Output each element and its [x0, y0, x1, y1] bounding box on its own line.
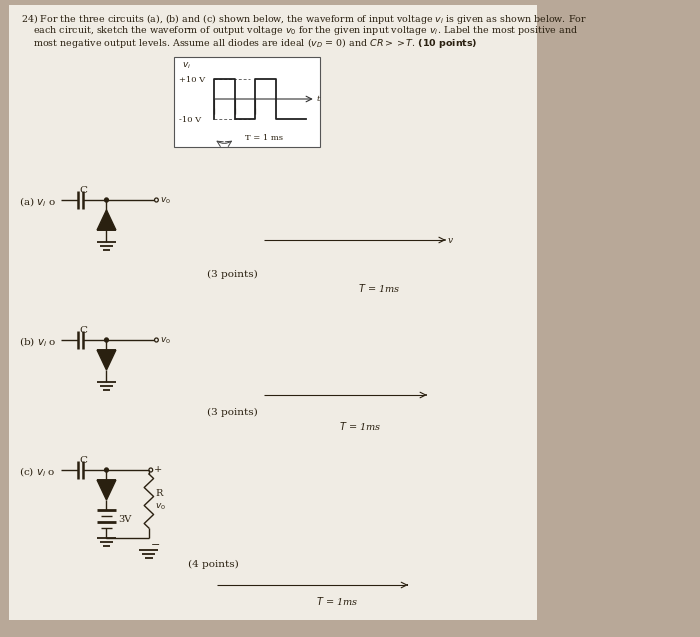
Text: R: R: [155, 489, 163, 498]
Polygon shape: [97, 350, 116, 370]
Text: (a) $v_i$ o: (a) $v_i$ o: [19, 195, 56, 208]
Bar: [174, 57, 321, 147]
Polygon shape: [97, 480, 116, 500]
Text: most negative output levels. Assume all diodes are ideal ($v_D$ = 0) and $CR$$>>: most negative output levels. Assume all …: [21, 36, 477, 50]
Text: (b) $v_i$ o: (b) $v_i$ o: [19, 335, 57, 348]
Text: 3V: 3V: [119, 515, 132, 524]
Text: v: v: [447, 236, 453, 245]
Text: $v_0$: $v_0$: [160, 335, 171, 345]
Text: (3 points): (3 points): [207, 408, 258, 417]
Text: T = 1 ms: T = 1 ms: [245, 134, 283, 142]
Circle shape: [104, 468, 108, 472]
Text: C: C: [79, 326, 88, 335]
Text: $v_i$: $v_i$: [182, 60, 191, 71]
Text: (4 points): (4 points): [188, 560, 239, 569]
Text: C: C: [79, 186, 88, 195]
Text: (3 points): (3 points): [207, 270, 258, 279]
Text: each circuit, sketch the waveform of output voltage $v_0$ for the given input vo: each circuit, sketch the waveform of out…: [21, 24, 578, 37]
Circle shape: [104, 338, 108, 342]
Bar: [9, 5, 537, 620]
Text: $v_0$: $v_0$: [160, 195, 171, 206]
Text: −: −: [150, 540, 160, 550]
Text: t: t: [316, 95, 320, 103]
Polygon shape: [97, 210, 116, 230]
Text: $v_0$: $v_0$: [155, 502, 167, 513]
Text: $T$ = 1ms: $T$ = 1ms: [340, 420, 382, 432]
Text: +: +: [153, 465, 162, 474]
Text: $T$ = 1ms: $T$ = 1ms: [358, 282, 400, 294]
Text: C: C: [79, 456, 88, 465]
Text: (c) $v_i$ o: (c) $v_i$ o: [19, 465, 55, 478]
Text: 24) For the three circuits (a), (b) and (c) shown below, the waveform of input v: 24) For the three circuits (a), (b) and …: [21, 12, 587, 26]
Circle shape: [104, 198, 108, 202]
Text: +10 V: +10 V: [179, 76, 205, 84]
Text: -10 V: -10 V: [179, 116, 201, 124]
Text: $T$ = 1ms: $T$ = 1ms: [316, 595, 358, 607]
